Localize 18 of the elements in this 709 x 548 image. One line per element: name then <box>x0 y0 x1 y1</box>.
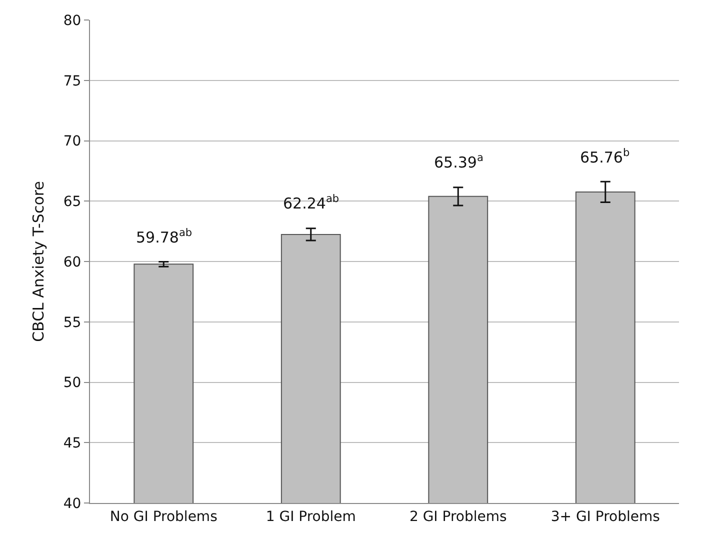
y-tick-label: 75 <box>63 73 82 90</box>
x-tick-label: 1 GI Problem <box>266 508 356 525</box>
y-tick-label: 80 <box>63 12 82 29</box>
x-tick-label: No GI Problems <box>110 508 218 525</box>
data-label: 62.24$^{ab}$ <box>283 193 340 212</box>
y-tick-label: 50 <box>63 375 82 392</box>
y-tick-label: 40 <box>63 496 82 512</box>
y-tick-label: 65 <box>63 194 82 210</box>
y-tick-label: 60 <box>63 254 82 270</box>
x-tick-label: 2 GI Problems <box>409 508 507 525</box>
y-tick-label: 70 <box>63 134 82 150</box>
y-axis-title: CBCL Anxiety T-Score <box>30 181 48 342</box>
y-tick-label: 55 <box>63 314 82 331</box>
x-tick-label: 3+ GI Problems <box>550 508 660 525</box>
data-label: 65.39$^{a}$ <box>434 152 484 172</box>
data-label: 65.76$^{b}$ <box>580 147 630 166</box>
data-label: 59.78$^{ab}$ <box>136 227 192 246</box>
y-tick-label: 45 <box>63 436 82 452</box>
